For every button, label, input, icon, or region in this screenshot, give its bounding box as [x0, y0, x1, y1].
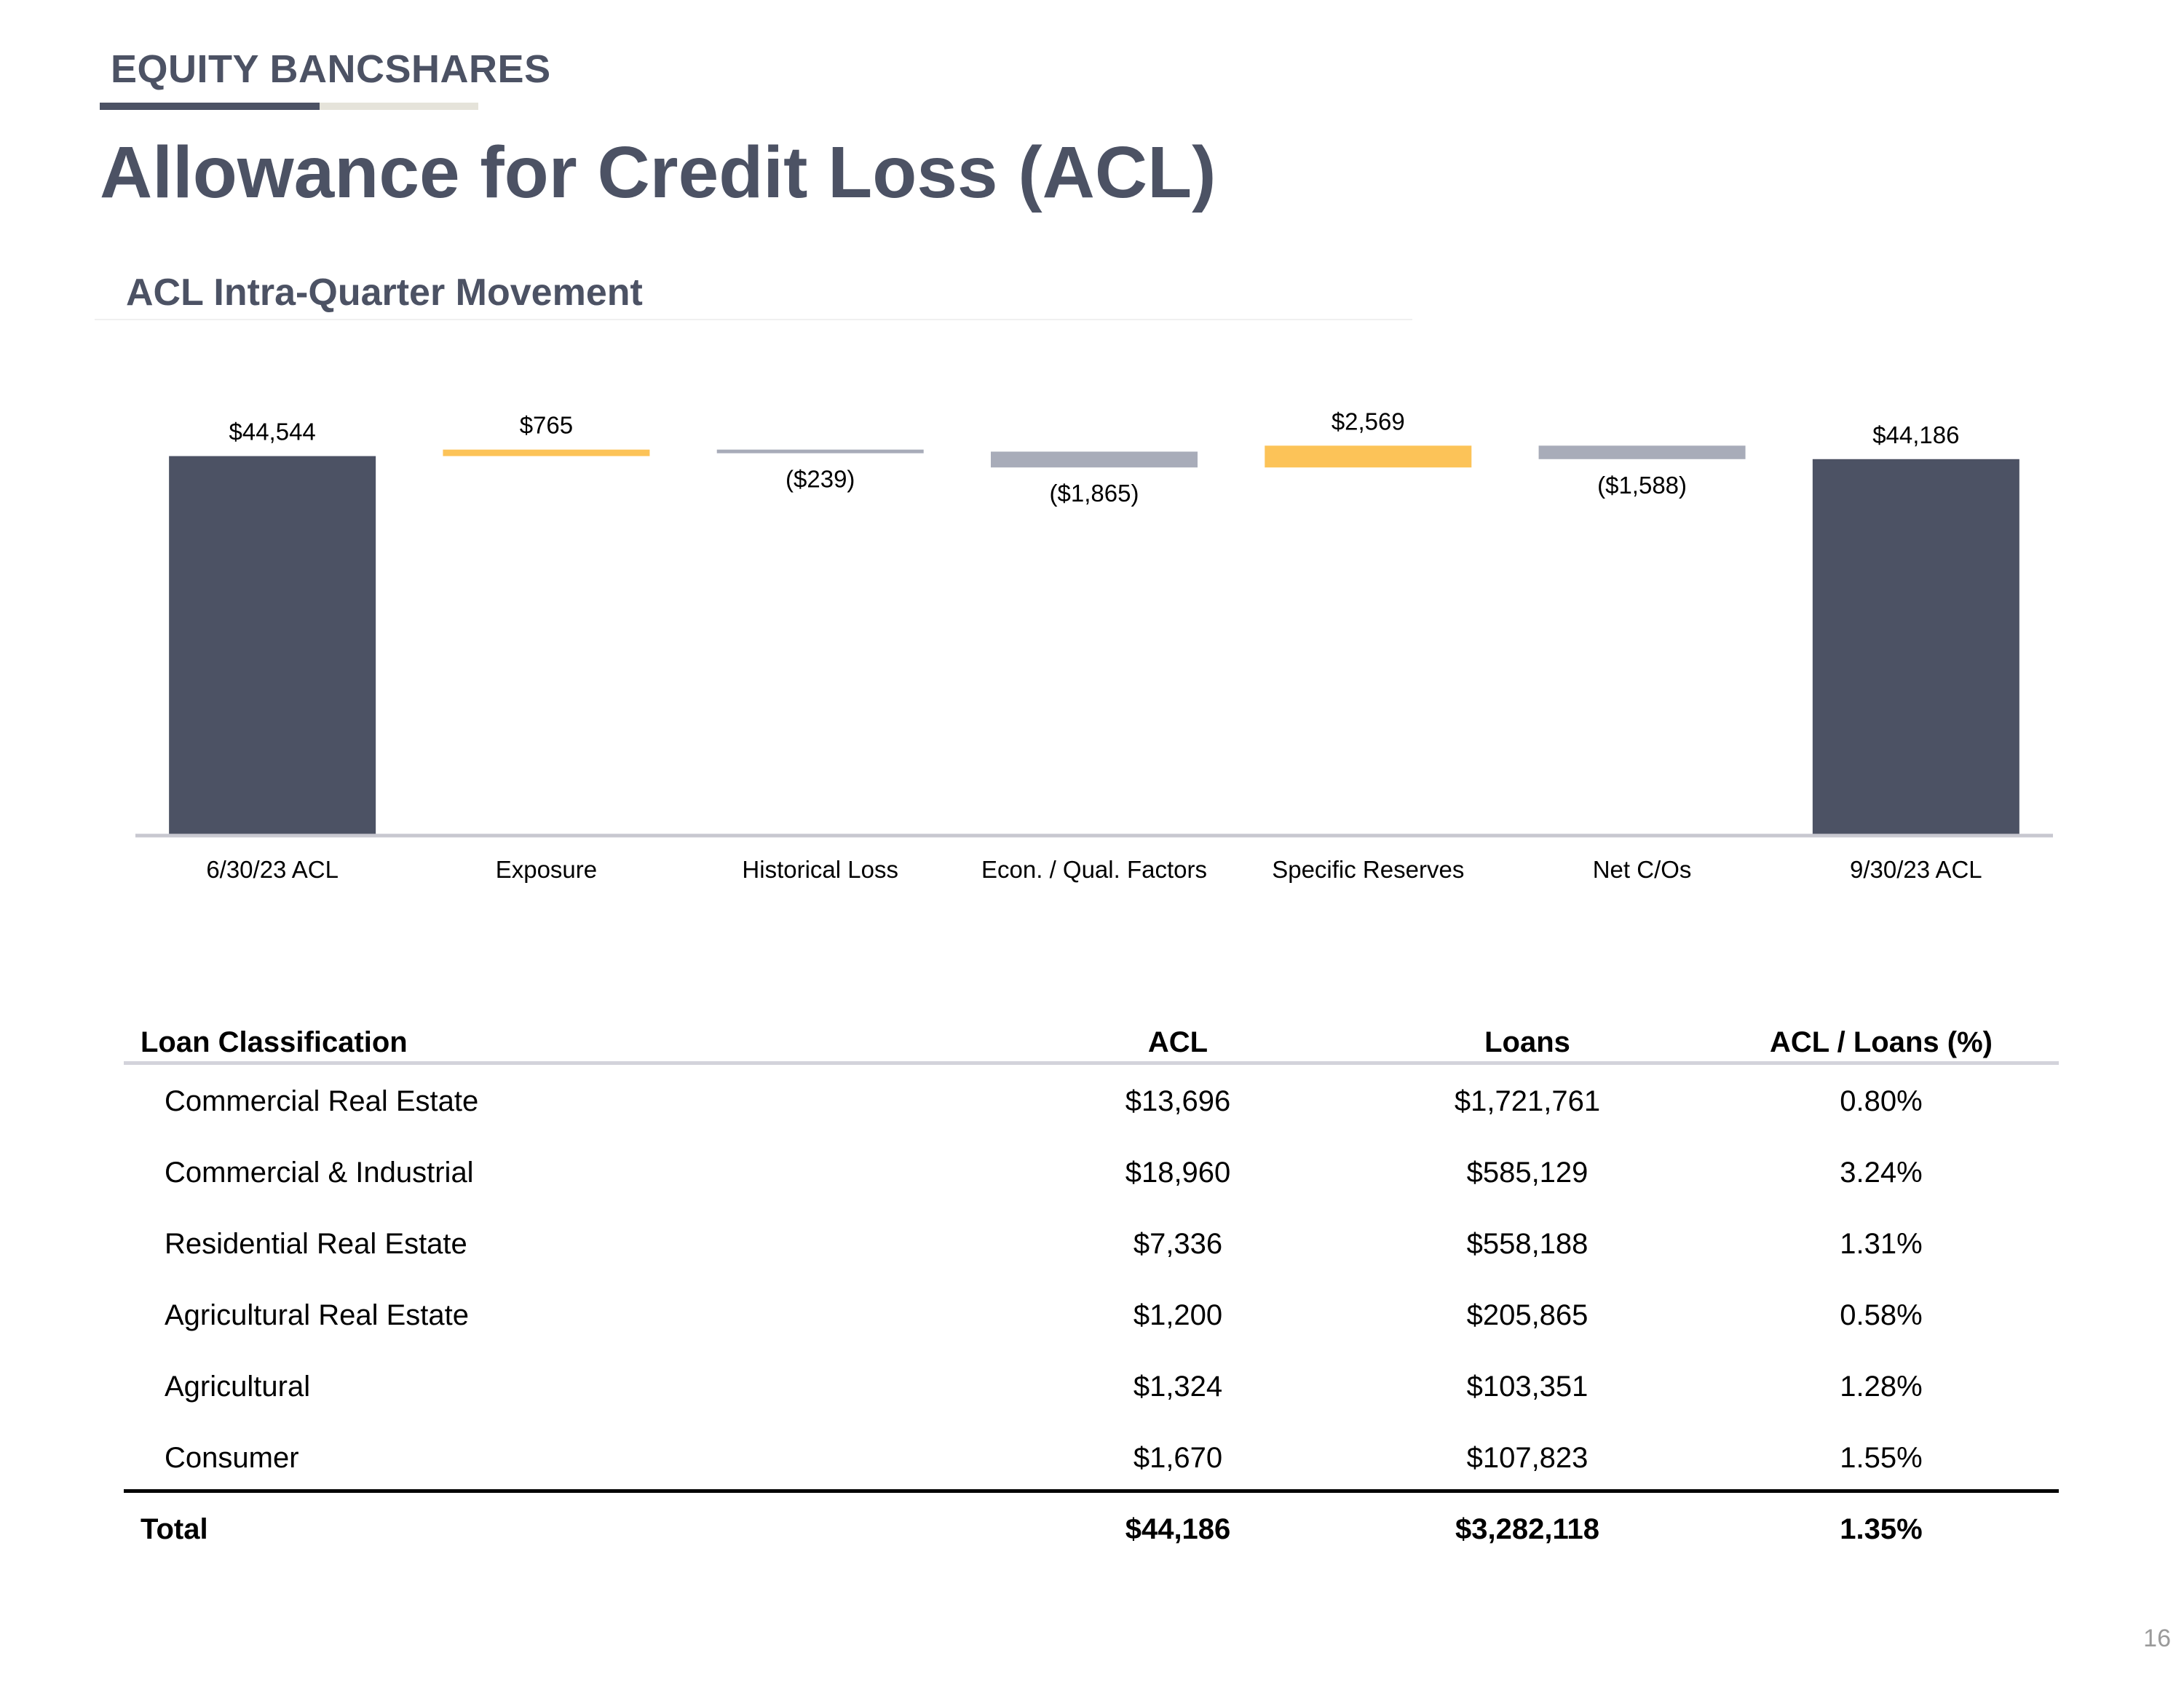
row-loans: $107,823	[1466, 1442, 1588, 1474]
row-classification: Consumer	[165, 1442, 299, 1474]
row-acl: $18,960	[1125, 1157, 1231, 1189]
total-loans: $3,282,118	[1455, 1513, 1599, 1545]
header-rule	[124, 1061, 2059, 1065]
row-loans: $585,129	[1466, 1157, 1588, 1189]
row-acl: $1,670	[1133, 1442, 1223, 1474]
row-classification: Residential Real Estate	[165, 1228, 467, 1260]
brand-underline-light	[320, 103, 478, 110]
category-label: Exposure	[496, 856, 597, 883]
page-number: 16	[2143, 1625, 2171, 1652]
row-classification: Agricultural	[165, 1371, 311, 1403]
acl-waterfall-chart: $44,544 6/30/23 ACL $765 Exposure ($239) Hist…	[135, 408, 2053, 883]
row-classification: Commercial & Industrial	[165, 1157, 474, 1189]
row-acl: $13,696	[1125, 1085, 1231, 1117]
data-label: $765	[520, 412, 573, 439]
data-label: $44,544	[229, 419, 315, 445]
waterfall-bar	[716, 449, 924, 453]
row-acl-ratio: 3.24%	[1840, 1157, 1923, 1189]
waterfall-bar	[169, 456, 376, 834]
row-loans: $205,865	[1466, 1299, 1588, 1331]
data-label: $2,569	[1332, 408, 1405, 435]
row-classification: Commercial Real Estate	[165, 1085, 479, 1117]
section-rule	[95, 319, 1412, 320]
category-label: 6/30/23 ACL	[206, 856, 339, 883]
table-header-acl: ACL	[1147, 1026, 1208, 1058]
row-loans: $1,721,761	[1454, 1085, 1601, 1117]
category-label: Historical Loss	[742, 856, 898, 883]
table-header-loans: Loans	[1484, 1026, 1570, 1058]
data-label: ($239)	[786, 466, 855, 493]
row-classification: Agricultural Real Estate	[165, 1299, 469, 1331]
row-acl-ratio: 1.31%	[1840, 1228, 1923, 1260]
brand-name: EQUITY BANCSHARES	[111, 47, 551, 91]
section-title: ACL Intra-Quarter Movement	[126, 271, 643, 314]
row-acl-ratio: 0.80%	[1840, 1085, 1923, 1117]
total-acl-ratio: 1.35%	[1840, 1513, 1923, 1545]
category-label: Specific Reserves	[1272, 856, 1464, 883]
row-loans: $558,188	[1466, 1228, 1588, 1260]
row-acl-ratio: 1.28%	[1840, 1371, 1923, 1403]
waterfall-bar	[1812, 459, 2019, 834]
table-header-acl-ratio: ACL / Loans (%)	[1770, 1026, 1993, 1058]
brand-underline-dark	[100, 103, 320, 110]
waterfall-bar	[991, 451, 1198, 468]
waterfall-bar	[443, 449, 650, 456]
table-header-classification: Loan Classification	[141, 1026, 408, 1058]
category-label: Econ. / Qual. Factors	[981, 856, 1207, 883]
row-acl-ratio: 1.55%	[1840, 1442, 1923, 1474]
row-acl: $1,324	[1133, 1371, 1223, 1403]
row-acl: $1,200	[1133, 1299, 1223, 1331]
total-label: Total	[141, 1513, 208, 1545]
total-rule	[124, 1489, 2059, 1493]
data-label: ($1,865)	[1050, 480, 1139, 507]
waterfall-bar	[1265, 445, 1472, 468]
data-label: ($1,588)	[1597, 472, 1687, 499]
category-label: Net C/Os	[1593, 856, 1692, 883]
row-loans: $103,351	[1466, 1371, 1588, 1403]
total-acl: $44,186	[1125, 1513, 1231, 1545]
row-acl-ratio: 0.58%	[1840, 1299, 1923, 1331]
category-label: 9/30/23 ACL	[1850, 856, 1982, 883]
row-acl: $7,336	[1133, 1228, 1223, 1260]
data-label: $44,186	[1872, 421, 1959, 448]
page-title: Allowance for Credit Loss (ACL)	[100, 132, 1216, 213]
waterfall-bar	[1538, 445, 1746, 459]
